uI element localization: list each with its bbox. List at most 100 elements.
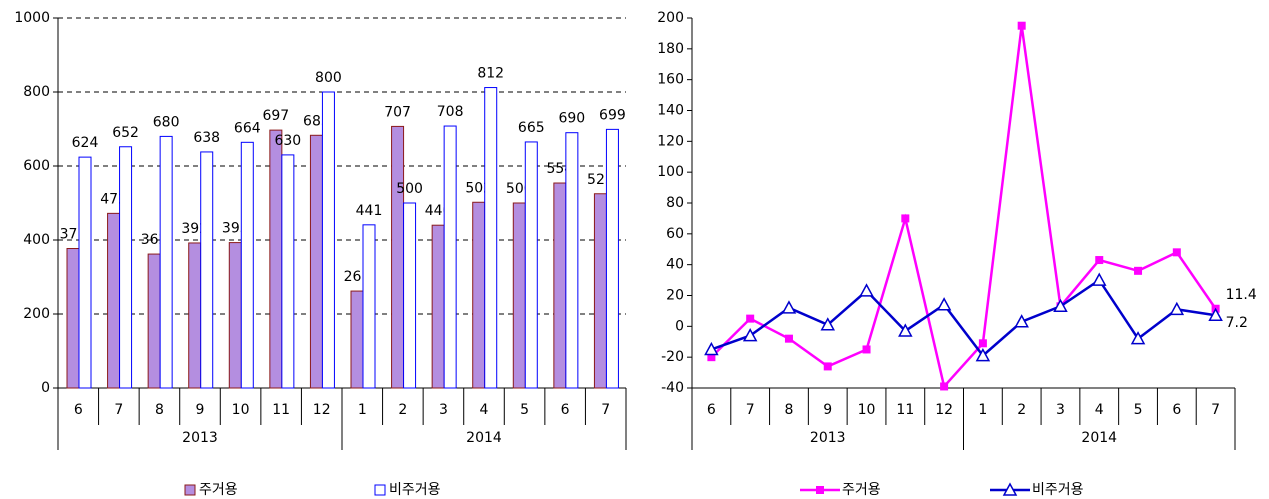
x-tick-label: 6 (561, 402, 570, 418)
x-tick-label: 4 (1095, 402, 1104, 418)
x-tick-label: 5 (520, 402, 529, 418)
x-tick-label: 8 (155, 402, 164, 418)
x-tick-label: 6 (1172, 402, 1181, 418)
marker (1017, 21, 1026, 30)
x-tick-label: 2 (398, 402, 407, 418)
line (710, 278, 1216, 358)
marker (1095, 256, 1104, 265)
y-tick-label: 180 (657, 41, 684, 57)
bar (188, 242, 202, 389)
marker (742, 328, 758, 342)
bar (240, 141, 254, 389)
data-label: 680 (153, 114, 180, 130)
marker (862, 345, 871, 354)
marker (901, 214, 910, 223)
data-label: 708 (437, 104, 464, 120)
bar (403, 202, 417, 389)
bar (484, 87, 498, 389)
marker (940, 382, 949, 391)
x-tick-label: 7 (746, 402, 755, 418)
line (710, 25, 1217, 390)
y-tick-label: 140 (657, 103, 684, 119)
x-tick-label: 5 (1134, 402, 1143, 418)
marker (1091, 272, 1107, 286)
x-tick-label: 8 (785, 402, 794, 418)
group-label: 2014 (1081, 430, 1117, 446)
bar (119, 146, 133, 389)
x-tick-label: 1 (978, 402, 987, 418)
marker (1053, 298, 1068, 313)
x-tick-label: 6 (74, 402, 83, 418)
x-tick-label: 12 (935, 402, 953, 418)
bar (321, 91, 335, 389)
x-tick-label: 9 (823, 402, 832, 418)
y-tick-label: -20 (661, 349, 684, 365)
bar (593, 193, 607, 389)
bar (66, 248, 80, 389)
legend-label: 주거용 (842, 482, 881, 498)
bar (605, 128, 619, 389)
y-tick-label: 40 (666, 257, 684, 273)
y-tick-label: 200 (657, 10, 684, 26)
data-label: 697 (262, 108, 289, 124)
x-tick-label: 10 (858, 402, 876, 418)
bar (565, 132, 579, 389)
data-label: 7.2 (1226, 315, 1248, 331)
y-tick-label: 20 (666, 288, 684, 304)
marker (704, 341, 719, 356)
y-tick-label: 160 (657, 72, 684, 88)
y-tick-label: 80 (666, 195, 684, 211)
marker (816, 486, 824, 494)
marker (1172, 248, 1181, 257)
bar (472, 201, 486, 389)
bar (159, 135, 173, 389)
bar (281, 154, 295, 389)
marker (1002, 482, 1018, 496)
bar (147, 253, 161, 389)
marker (1130, 331, 1146, 345)
marker (898, 323, 913, 337)
y-tick-label: 200 (23, 306, 50, 322)
data-label: 812 (477, 66, 504, 82)
data-label: 665 (518, 120, 545, 136)
bar (200, 151, 214, 389)
marker (936, 297, 952, 311)
x-tick-label: 3 (1056, 402, 1065, 418)
x-tick-label: 10 (232, 402, 250, 418)
legend-label: 비주거용 (1032, 482, 1084, 498)
data-label: 699 (599, 107, 626, 123)
x-tick-label: 7 (114, 402, 123, 418)
data-label: 630 (274, 133, 301, 149)
x-tick-label: 12 (313, 402, 331, 418)
x-tick-label: 6 (707, 402, 716, 418)
marker (784, 334, 793, 343)
x-tick-label: 3 (439, 402, 448, 418)
data-label: 690 (558, 111, 585, 127)
marker (978, 339, 987, 348)
legend-label: 비주거용 (389, 482, 441, 498)
marker (820, 317, 836, 331)
data-label: 707 (384, 104, 411, 120)
x-tick-label: 4 (480, 402, 489, 418)
bar (269, 129, 283, 389)
marker (1208, 307, 1223, 321)
x-tick-label: 9 (196, 402, 205, 418)
data-label: 638 (193, 130, 220, 146)
bar (524, 141, 538, 389)
y-tick-label: 60 (666, 226, 684, 242)
group-label: 2013 (182, 430, 218, 446)
marker (975, 348, 991, 362)
marker (781, 300, 797, 314)
group-label: 2013 (810, 430, 846, 446)
y-tick-label: 0 (41, 380, 50, 396)
marker (707, 353, 716, 362)
bar (309, 134, 323, 389)
legend-label: 주거용 (199, 482, 238, 498)
x-tick-label: 11 (272, 402, 290, 418)
bar (78, 156, 92, 389)
y-tick-label: 800 (23, 84, 50, 100)
data-label: 441 (356, 203, 383, 219)
x-tick-label: 1 (358, 402, 367, 418)
bar (443, 125, 457, 389)
